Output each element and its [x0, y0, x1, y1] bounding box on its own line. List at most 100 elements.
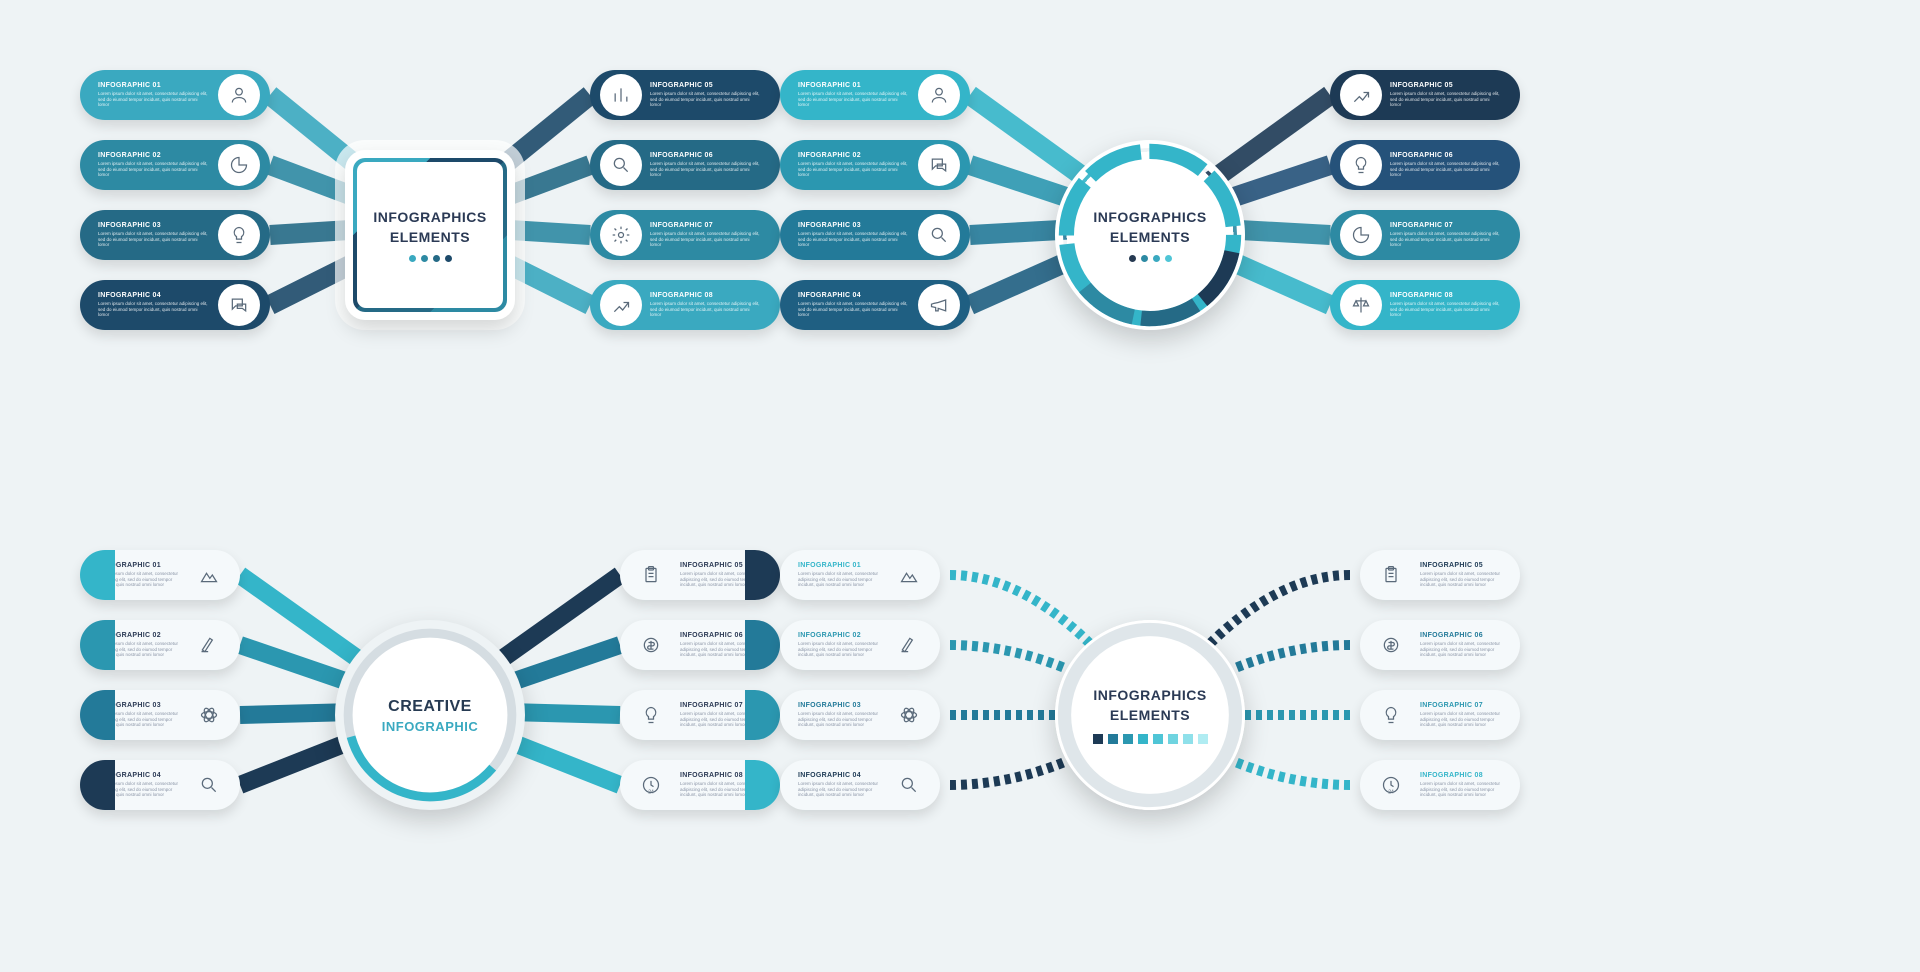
hub-circle: INFOGRAPHICS ELEMENTS [1055, 140, 1245, 330]
pill-body: Lorem ipsum dolor sit amet, consectetur … [1390, 301, 1502, 319]
gear-icon [600, 214, 642, 256]
bars-icon [600, 74, 642, 116]
pill-body: Lorem ipsum dolor sit amet, consectetur … [650, 91, 762, 109]
growth-icon [1340, 74, 1382, 116]
hub-dots [1093, 255, 1206, 262]
pill-body: Lorem ipsum dolor sit amet, consectetur … [798, 301, 910, 319]
pill-08: 24 INFOGRAPHIC 08 Lorem ipsum dolor sit … [1360, 760, 1520, 810]
hub-subtitle: ELEMENTS [1093, 706, 1208, 726]
svg-text:24: 24 [648, 789, 654, 795]
pill-body: Lorem ipsum dolor sit amet, consectetur … [798, 711, 880, 729]
atom-icon [888, 694, 930, 736]
pill-title: INFOGRAPHIC 05 [1390, 82, 1502, 89]
pill-body: Lorem ipsum dolor sit amet, consectetur … [1390, 161, 1502, 179]
pill-title: INFOGRAPHIC 06 [1420, 632, 1502, 639]
pill-05: INFOGRAPHIC 05 Lorem ipsum dolor sit ame… [1330, 70, 1520, 120]
pill-title: INFOGRAPHIC 02 [798, 152, 910, 159]
pill-body: Lorem ipsum dolor sit amet, consectetur … [98, 301, 210, 319]
search-icon [918, 214, 960, 256]
pill-body: Lorem ipsum dolor sit amet, consectetur … [650, 161, 762, 179]
scale-icon [1340, 284, 1382, 326]
pill-07: INFOGRAPHIC 07 Lorem ipsum dolor sit ame… [590, 210, 780, 260]
pill-01: INFOGRAPHIC 01 Lorem ipsum dolor sit ame… [780, 70, 970, 120]
pill-08: 24 INFOGRAPHIC 08 Lorem ipsum dolor sit … [620, 760, 780, 810]
pill-body: Lorem ipsum dolor sit amet, consectetur … [98, 161, 210, 179]
pill-title: INFOGRAPHIC 07 [650, 222, 762, 229]
pill-body: Lorem ipsum dolor sit amet, consectetur … [1420, 781, 1502, 799]
pill-04: INFOGRAPHIC 04 Lorem ipsum dolor sit ame… [780, 280, 970, 330]
bulb-icon [218, 214, 260, 256]
hub-subtitle: ELEMENTS [1093, 228, 1206, 248]
clipboard-icon [630, 554, 672, 596]
pill-08: INFOGRAPHIC 08 Lorem ipsum dolor sit ame… [1330, 280, 1520, 330]
pill-05: INFOGRAPHIC 05 Lorem ipsum dolor sit ame… [1360, 550, 1520, 600]
pill-body: Lorem ipsum dolor sit amet, consectetur … [1420, 711, 1502, 729]
pill-body: Lorem ipsum dolor sit amet, consectetur … [798, 91, 910, 109]
pill-title: INFOGRAPHIC 08 [1390, 292, 1502, 299]
atom-icon [188, 694, 230, 736]
pill-03: INFOGRAPHIC 03 Lorem ipsum dolor sit ame… [80, 210, 270, 260]
clock24-icon: 24 [1370, 764, 1412, 806]
bulb-icon [630, 694, 672, 736]
hub-subtitle: INFOGRAPHIC [382, 719, 479, 734]
scope-icon [188, 624, 230, 666]
chat-icon [918, 144, 960, 186]
hub-title: INFOGRAPHICS [1093, 686, 1208, 706]
pill-body: Lorem ipsum dolor sit amet, consectetur … [798, 571, 880, 589]
search-icon [888, 764, 930, 806]
user-icon [218, 74, 260, 116]
pill-01: INFOGRAPHIC 01 Lorem ipsum dolor sit ame… [80, 550, 240, 600]
hub-dots [373, 255, 486, 262]
bulb-icon [1370, 694, 1412, 736]
growth-icon [600, 284, 642, 326]
pill-title: INFOGRAPHIC 06 [1390, 152, 1502, 159]
pill-02: INFOGRAPHIC 02 Lorem ipsum dolor sit ame… [780, 140, 970, 190]
pill-body: Lorem ipsum dolor sit amet, consectetur … [1390, 231, 1502, 249]
hub-subtitle: ELEMENTS [373, 228, 486, 248]
pill-06: INFOGRAPHIC 06 Lorem ipsum dolor sit ame… [1360, 620, 1520, 670]
pill-title: INFOGRAPHIC 04 [798, 772, 880, 779]
pill-title: INFOGRAPHIC 01 [798, 82, 910, 89]
pill-08: INFOGRAPHIC 08 Lorem ipsum dolor sit ame… [590, 280, 780, 330]
pill-body: Lorem ipsum dolor sit amet, consectetur … [798, 231, 910, 249]
clipboard-icon [1370, 554, 1412, 596]
pill-body: Lorem ipsum dolor sit amet, consectetur … [798, 781, 880, 799]
diagram-creative-circle: CREATIVE INFOGRAPHIC INFOGRAPHIC 01 Lore… [80, 540, 780, 890]
pill-body: Lorem ipsum dolor sit amet, consectetur … [650, 301, 762, 319]
pill-body: Lorem ipsum dolor sit amet, consectetur … [1420, 641, 1502, 659]
pill-title: INFOGRAPHIC 04 [798, 292, 910, 299]
pill-title: INFOGRAPHIC 06 [650, 152, 762, 159]
hub-square: INFOGRAPHICS ELEMENTS [345, 150, 515, 320]
pill-title: INFOGRAPHIC 03 [798, 222, 910, 229]
pill-01: INFOGRAPHIC 01 Lorem ipsum dolor sit ame… [780, 550, 940, 600]
horn-icon [918, 284, 960, 326]
pill-body: Lorem ipsum dolor sit amet, consectetur … [1390, 91, 1502, 109]
pie-icon [218, 144, 260, 186]
pill-07: INFOGRAPHIC 07 Lorem ipsum dolor sit ame… [1360, 690, 1520, 740]
svg-text:24: 24 [1388, 789, 1394, 795]
pill-04: INFOGRAPHIC 04 Lorem ipsum dolor sit ame… [80, 280, 270, 330]
pill-title: INFOGRAPHIC 03 [98, 222, 210, 229]
pill-body: Lorem ipsum dolor sit amet, consectetur … [98, 231, 210, 249]
pill-title: INFOGRAPHIC 01 [98, 82, 210, 89]
pill-body: Lorem ipsum dolor sit amet, consectetur … [798, 641, 880, 659]
pill-body: Lorem ipsum dolor sit amet, consectetur … [1420, 571, 1502, 589]
diagram-square-hub: INFOGRAPHICS ELEMENTS INFOGRAPHIC 01 Lor… [80, 60, 780, 410]
diagram-dashed-arcs: INFOGRAPHICS ELEMENTS INFOGRAPHIC 01 Lor… [780, 540, 1520, 890]
chat-icon [218, 284, 260, 326]
pill-06: INFOGRAPHIC 06 Lorem ipsum dolor sit ame… [590, 140, 780, 190]
pill-title: INFOGRAPHIC 02 [98, 152, 210, 159]
pill-title: INFOGRAPHIC 07 [1420, 702, 1502, 709]
pill-02: INFOGRAPHIC 02 Lorem ipsum dolor sit ame… [80, 620, 240, 670]
pie-icon [1340, 214, 1382, 256]
search-icon [600, 144, 642, 186]
pill-title: INFOGRAPHIC 02 [798, 632, 880, 639]
pill-body: Lorem ipsum dolor sit amet, consectetur … [98, 91, 210, 109]
user-icon [918, 74, 960, 116]
pill-body: Lorem ipsum dolor sit amet, consectetur … [798, 161, 910, 179]
coin-icon [630, 624, 672, 666]
pill-01: INFOGRAPHIC 01 Lorem ipsum dolor sit ame… [80, 70, 270, 120]
pill-04: INFOGRAPHIC 04 Lorem ipsum dolor sit ame… [80, 760, 240, 810]
pill-title: INFOGRAPHIC 04 [98, 292, 210, 299]
scope-icon [888, 624, 930, 666]
